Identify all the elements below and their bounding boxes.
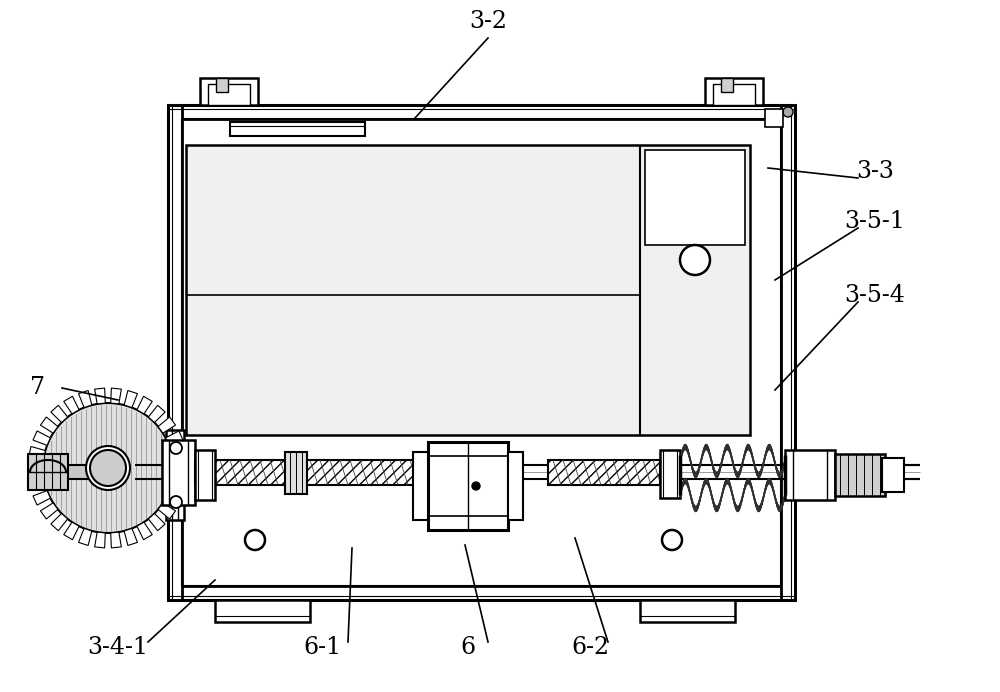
Bar xyxy=(285,452,307,494)
Bar xyxy=(660,450,680,498)
Text: 7: 7 xyxy=(30,376,46,399)
Polygon shape xyxy=(158,503,176,519)
Bar xyxy=(713,84,755,105)
Circle shape xyxy=(170,442,182,454)
Bar xyxy=(835,454,885,496)
Polygon shape xyxy=(111,532,121,548)
Polygon shape xyxy=(171,477,187,489)
Bar xyxy=(765,109,783,127)
Text: 3-5-1: 3-5-1 xyxy=(845,210,905,233)
Text: 6-1: 6-1 xyxy=(303,637,341,659)
Bar xyxy=(162,440,195,505)
Bar xyxy=(186,145,750,435)
Polygon shape xyxy=(51,406,68,423)
Polygon shape xyxy=(124,390,137,408)
Polygon shape xyxy=(124,529,137,545)
Polygon shape xyxy=(95,532,105,548)
Bar xyxy=(200,78,258,105)
Bar xyxy=(640,600,735,622)
Polygon shape xyxy=(148,406,165,423)
Text: 3-3: 3-3 xyxy=(856,161,894,183)
Polygon shape xyxy=(166,431,183,446)
Polygon shape xyxy=(64,397,79,414)
Text: 3-2: 3-2 xyxy=(469,10,507,33)
Bar xyxy=(428,442,508,530)
Bar xyxy=(413,452,428,520)
Bar xyxy=(166,430,184,520)
Circle shape xyxy=(783,107,793,117)
Bar xyxy=(28,454,68,490)
Polygon shape xyxy=(29,446,45,459)
Text: 6-2: 6-2 xyxy=(571,637,609,659)
Bar xyxy=(721,78,733,92)
Polygon shape xyxy=(158,417,176,433)
Circle shape xyxy=(662,530,682,550)
Bar xyxy=(230,122,365,136)
Text: 3-5-4: 3-5-4 xyxy=(845,284,905,307)
Circle shape xyxy=(43,403,173,533)
Bar xyxy=(705,78,763,105)
Polygon shape xyxy=(29,477,45,489)
Polygon shape xyxy=(137,522,152,540)
Polygon shape xyxy=(148,513,165,531)
Polygon shape xyxy=(40,417,58,433)
Bar xyxy=(215,600,310,622)
Polygon shape xyxy=(548,460,660,485)
Bar xyxy=(882,458,904,492)
Bar xyxy=(195,450,215,500)
Circle shape xyxy=(170,496,182,508)
Bar xyxy=(645,150,745,245)
Polygon shape xyxy=(40,503,58,519)
Bar xyxy=(508,452,523,520)
Polygon shape xyxy=(64,522,79,540)
Text: 6: 6 xyxy=(460,637,476,659)
Circle shape xyxy=(245,530,265,550)
Polygon shape xyxy=(79,529,92,545)
Polygon shape xyxy=(195,460,420,485)
Polygon shape xyxy=(111,388,121,404)
Bar xyxy=(168,105,182,600)
Circle shape xyxy=(86,446,130,490)
Polygon shape xyxy=(28,463,43,473)
Polygon shape xyxy=(166,491,183,505)
Bar xyxy=(785,450,835,500)
Bar xyxy=(781,105,795,600)
Circle shape xyxy=(472,482,480,490)
Circle shape xyxy=(680,245,710,275)
Polygon shape xyxy=(33,431,50,446)
Polygon shape xyxy=(173,463,188,473)
Bar xyxy=(168,105,795,119)
Bar xyxy=(168,586,795,600)
Polygon shape xyxy=(51,513,68,531)
Bar xyxy=(216,78,228,92)
Circle shape xyxy=(90,450,126,486)
Polygon shape xyxy=(171,446,187,459)
Text: 3-4-1: 3-4-1 xyxy=(88,637,148,659)
Polygon shape xyxy=(79,390,92,408)
Bar xyxy=(208,84,250,105)
Polygon shape xyxy=(95,388,105,404)
Polygon shape xyxy=(137,397,152,414)
Bar xyxy=(30,465,103,479)
Polygon shape xyxy=(33,491,50,505)
